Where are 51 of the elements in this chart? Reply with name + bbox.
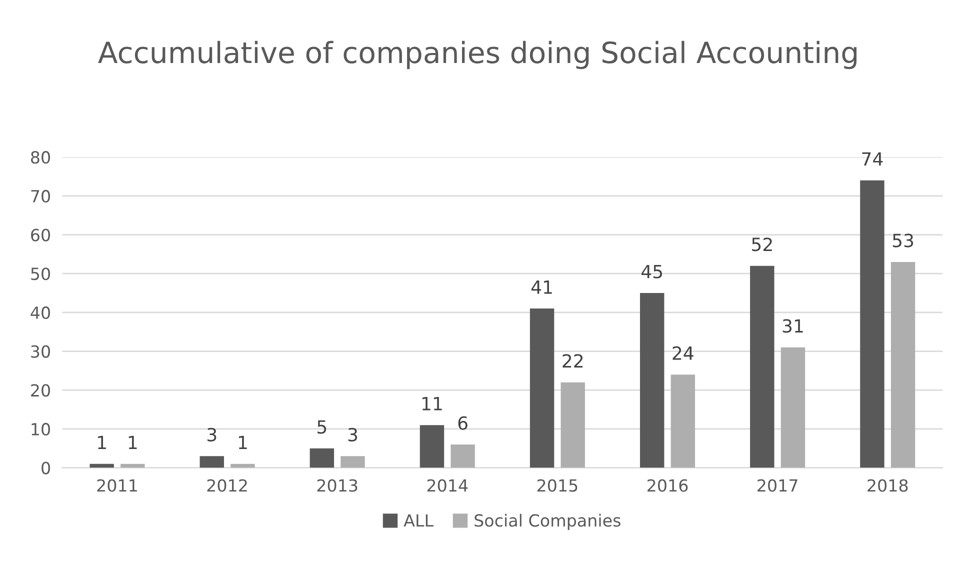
- chart-title: Accumulative of companies doing Social Accounting: [98, 40, 856, 70]
- y-tick-label: 30: [31, 345, 50, 358]
- data-label: 3: [348, 428, 358, 442]
- bar: [310, 448, 334, 468]
- x-tick-label: 2012: [207, 479, 247, 492]
- bar: [560, 382, 585, 468]
- bar: [640, 293, 664, 468]
- bar: [780, 347, 806, 468]
- y-tick-label: 20: [31, 384, 50, 397]
- y-tick-label: 10: [32, 422, 50, 436]
- data-label: 74: [862, 152, 883, 166]
- data-label: 53: [892, 234, 914, 248]
- data-label: 1: [128, 436, 137, 450]
- data-label: 1: [98, 436, 106, 450]
- x-tick-label: 2018: [868, 479, 908, 492]
- data-label: 6: [458, 416, 468, 430]
- data-label: 5: [318, 420, 326, 434]
- y-tick-label: 70: [31, 190, 50, 202]
- data-label: 1: [238, 436, 247, 450]
- bar: [890, 262, 916, 468]
- bar: [90, 464, 114, 468]
- y-tick-label: 50: [31, 268, 50, 280]
- data-label: 24: [672, 346, 694, 360]
- y-tick-label: 40: [30, 306, 50, 320]
- x-tick-label: 2013: [317, 479, 358, 492]
- bar: [860, 180, 884, 468]
- bar: [200, 456, 224, 468]
- bar: [340, 456, 365, 468]
- legend-label: Social Companies: [474, 514, 620, 530]
- bar: [530, 308, 554, 468]
- y-tick-label: 80: [31, 151, 50, 164]
- bar: [750, 266, 774, 468]
- x-tick-label: 2014: [427, 479, 468, 492]
- bar: [420, 425, 444, 468]
- data-label: 52: [752, 238, 772, 252]
- data-label: 11: [422, 397, 442, 410]
- bar: [230, 464, 255, 468]
- data-label: 41: [531, 280, 552, 294]
- bar: [450, 444, 475, 468]
- y-tick-label: 60: [31, 228, 50, 242]
- bar: [670, 374, 696, 468]
- x-tick-label: 2016: [648, 479, 688, 492]
- data-label: 22: [562, 354, 583, 368]
- x-tick-label: 2011: [97, 479, 137, 492]
- data-label: 31: [782, 319, 803, 333]
- data-label: 3: [208, 428, 216, 442]
- x-tick-label: 2015: [537, 479, 578, 492]
- x-tick-label: 2017: [758, 479, 798, 492]
- y-tick-label: 0: [42, 462, 50, 474]
- legend-label: ALL: [404, 514, 434, 527]
- data-label: 45: [641, 264, 662, 278]
